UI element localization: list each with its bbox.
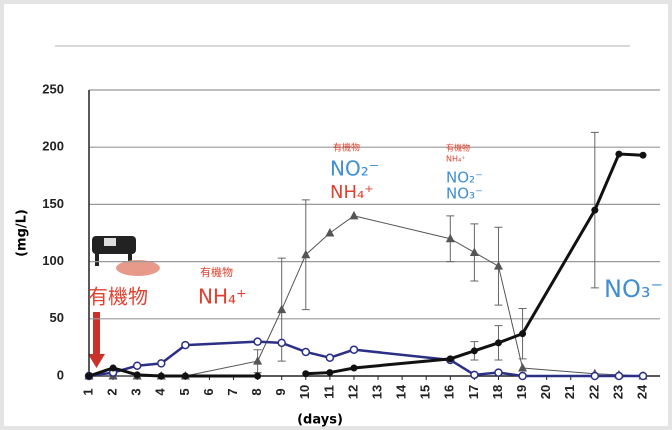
annotation: NO₂⁻ (330, 157, 379, 181)
marker (134, 371, 141, 378)
marker (254, 373, 261, 380)
x-tick-label: 11 (321, 385, 336, 399)
annotation: NH₄⁺ (446, 155, 465, 164)
y-tick-label: 250 (42, 81, 64, 96)
marker (519, 330, 526, 337)
marker (182, 342, 189, 349)
marker (471, 347, 478, 354)
marker (591, 373, 598, 380)
annotation: 有機物 (200, 265, 233, 279)
marker (615, 151, 622, 158)
frame (0, 0, 672, 430)
annotation: 有機物 (88, 285, 148, 309)
marker (158, 360, 165, 367)
x-tick-label: 13 (369, 385, 384, 399)
x-tick-label: 14 (394, 384, 409, 399)
marker (110, 364, 117, 371)
x-tick-label: 20 (538, 385, 553, 399)
x-tick-label: 8 (249, 388, 264, 395)
marker (302, 348, 309, 355)
marker (86, 373, 93, 380)
y-tick-label: 200 (42, 139, 64, 154)
marker (302, 370, 309, 377)
marker (350, 346, 357, 353)
x-tick-label: 21 (562, 385, 577, 399)
x-tick-label: 15 (418, 385, 433, 399)
x-tick-label: 16 (442, 385, 457, 399)
marker (519, 373, 526, 380)
x-tick-label: 24 (634, 384, 649, 399)
marker (640, 373, 647, 380)
x-tick-label: 6 (201, 388, 216, 395)
x-tick-label: 23 (610, 385, 625, 399)
marker (615, 373, 622, 380)
marker (254, 338, 261, 345)
annotation: 有機物 (333, 142, 360, 154)
marker (326, 354, 333, 361)
x-tick-label: 4 (153, 388, 168, 396)
marker (495, 369, 502, 376)
marker (158, 373, 165, 380)
x-tick-label: 22 (586, 385, 601, 399)
y-tick-label: 50 (50, 310, 64, 325)
marker (640, 152, 647, 159)
x-tick-label: 1 (80, 388, 95, 395)
marker (471, 371, 478, 378)
marker (350, 364, 357, 371)
y-axis-label: (mg/L) (15, 209, 30, 257)
x-tick-label: 9 (273, 388, 288, 395)
x-tick-label: 5 (177, 388, 192, 395)
annotation: NO₃⁻ (604, 275, 663, 303)
marker (182, 373, 189, 380)
y-tick-label: 100 (42, 253, 64, 268)
marker (278, 339, 285, 346)
y-tick-label: 0 (57, 367, 64, 382)
marker (591, 207, 598, 214)
annotation: NH₄⁺ (330, 182, 374, 203)
chart: (mg/L) (days) 05010015020025012345678910… (0, 0, 672, 430)
x-tick-label: 19 (514, 385, 529, 399)
marker (495, 339, 502, 346)
x-tick-label: 17 (466, 385, 481, 399)
annotation: 有機物 (446, 143, 470, 153)
marker (134, 362, 141, 369)
x-tick-label: 3 (129, 388, 144, 395)
y-tick-label: 150 (42, 196, 64, 211)
annotation: NO₃⁻ (446, 185, 483, 203)
x-tick-label: 18 (490, 385, 505, 399)
annotation: NH₄⁺ (198, 285, 247, 309)
x-tick-label: 10 (297, 385, 312, 399)
x-axis-label: (days) (297, 413, 343, 428)
x-tick-label: 7 (225, 388, 240, 395)
marker (326, 369, 333, 376)
x-tick-label: 2 (105, 388, 120, 395)
marker (447, 355, 454, 362)
x-tick-label: 12 (345, 385, 360, 399)
